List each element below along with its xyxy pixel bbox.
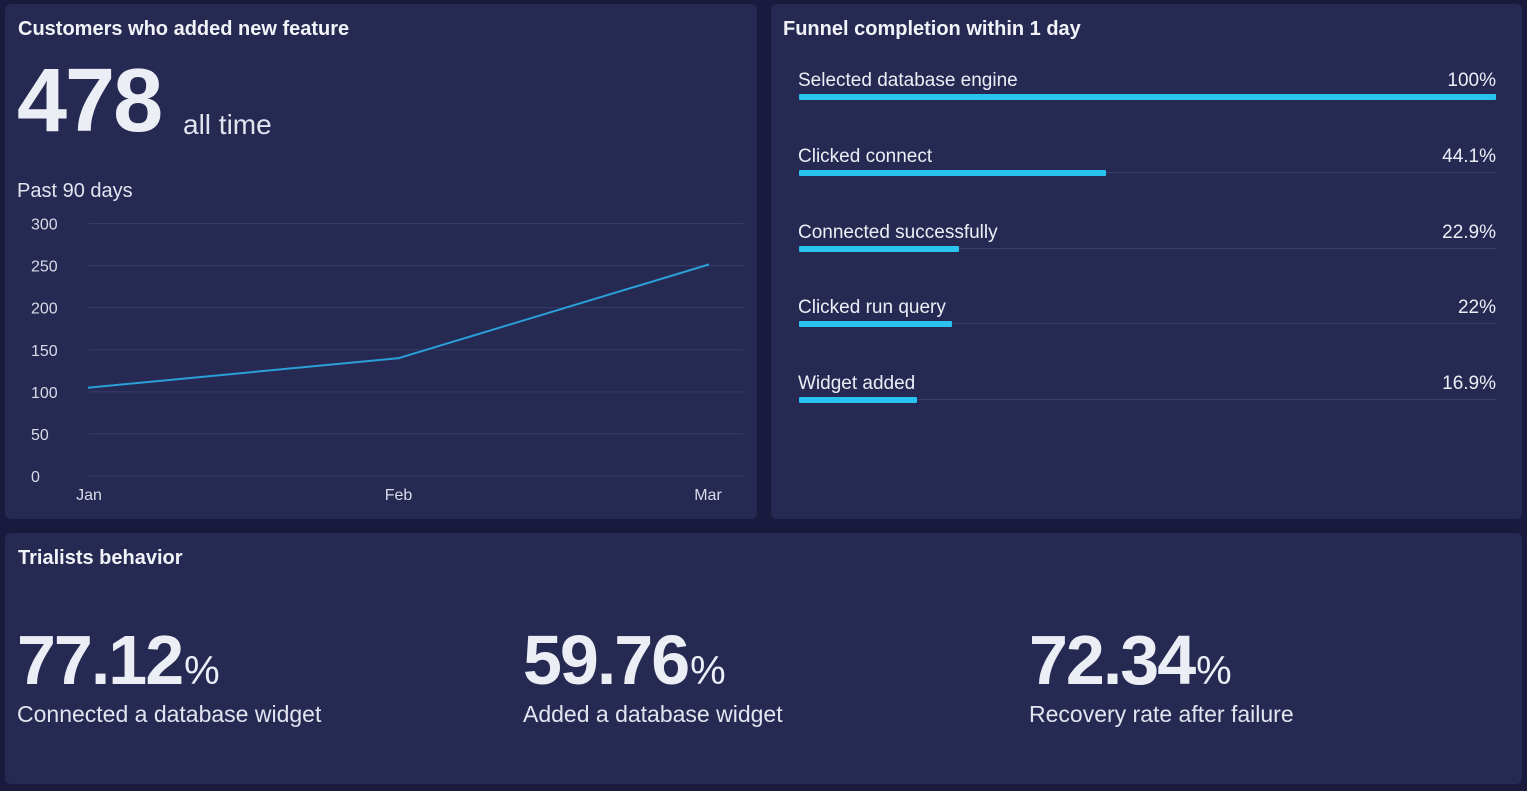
- funnel-step-bar: [799, 94, 1496, 100]
- stat-label: Connected a database widget: [17, 701, 322, 727]
- stat-connected-widget: 77.12% Connected a database widget: [17, 625, 497, 728]
- funnel-step-percent: 100%: [1447, 70, 1496, 91]
- funnel-step-track: [799, 323, 1496, 325]
- x-tick-label: Jan: [76, 487, 102, 504]
- trialists-panel-title: Trialists behavior: [18, 547, 183, 569]
- series-line: [88, 263, 709, 389]
- customers-panel-title: Customers who added new feature: [18, 18, 350, 40]
- customers-line-chart: 0 50 100 150 200 250 300 Jan Feb Mar: [31, 217, 743, 504]
- funnel-step-bar: [799, 321, 953, 328]
- chart-subtitle: Past 90 days: [17, 180, 133, 202]
- funnel-step-bar: [799, 397, 917, 404]
- total-customers-suffix: all time: [183, 109, 272, 140]
- data-point: [397, 356, 400, 360]
- funnel-step-track: [799, 247, 1496, 249]
- y-tick-label: 50: [31, 427, 49, 444]
- funnel-step-percent: 16.9%: [1442, 373, 1496, 395]
- funnel-step-bar: [799, 169, 1107, 176]
- customers-panel: Customers who added new feature 478 all …: [5, 4, 757, 519]
- funnel-step-percent: 22.9%: [1442, 221, 1496, 243]
- stat-value: 59.76%: [523, 621, 726, 699]
- stat-value: 77.12%: [17, 621, 220, 699]
- stat-unit: %: [1196, 649, 1232, 693]
- x-tick-label: Mar: [694, 487, 722, 504]
- y-tick-label: 200: [31, 301, 58, 318]
- data-point: [87, 386, 91, 389]
- funnel-panel-title: Funnel completion within 1 day: [783, 18, 1081, 40]
- stat-label: Added a database widget: [523, 701, 783, 727]
- funnel-step-track: [799, 399, 1496, 401]
- y-tick-label: 100: [31, 385, 58, 402]
- stat-recovery-rate: 72.34% Recovery rate after failure: [1029, 625, 1509, 728]
- funnel-step-label: Connected successfully: [798, 221, 998, 243]
- y-tick-label: 150: [31, 343, 58, 360]
- trialists-panel: Trialists behavior 77.12% Connected a da…: [5, 533, 1522, 784]
- funnel-step: Clicked run query 22%: [798, 297, 1496, 357]
- stat-unit: %: [184, 649, 220, 693]
- funnel-step-label: Selected database engine: [798, 70, 1018, 91]
- stat-value: 72.34%: [1029, 621, 1232, 699]
- funnel-step: Selected database engine 100%: [798, 70, 1496, 130]
- funnel-step: Clicked connect 44.1%: [798, 146, 1496, 206]
- funnel-step-label: Clicked run query: [798, 297, 946, 319]
- funnel-step-label: Clicked connect: [798, 145, 933, 167]
- stat-added-widget: 59.76% Added a database widget: [523, 625, 1003, 728]
- y-tick-label: 300: [31, 217, 58, 234]
- stat-unit: %: [690, 649, 726, 693]
- stat-label: Recovery rate after failure: [1029, 701, 1294, 727]
- funnel-step-track: [799, 171, 1496, 173]
- funnel-step-percent: 44.1%: [1442, 145, 1496, 167]
- total-customers-value: 478: [17, 51, 163, 151]
- y-tick-label: 0: [31, 469, 40, 486]
- x-tick-label: Feb: [385, 487, 413, 504]
- funnel-step: Connected successfully 22.9%: [798, 222, 1496, 282]
- funnel-step-bar: [799, 245, 959, 252]
- funnel-step-percent: 22%: [1457, 297, 1496, 319]
- funnel-step: Widget added 16.9%: [798, 373, 1496, 433]
- funnel-step-label: Widget added: [798, 373, 916, 395]
- funnel-panel: Funnel completion within 1 day Selected …: [771, 4, 1522, 519]
- y-tick-label: 250: [31, 259, 58, 276]
- data-point: [706, 263, 710, 266]
